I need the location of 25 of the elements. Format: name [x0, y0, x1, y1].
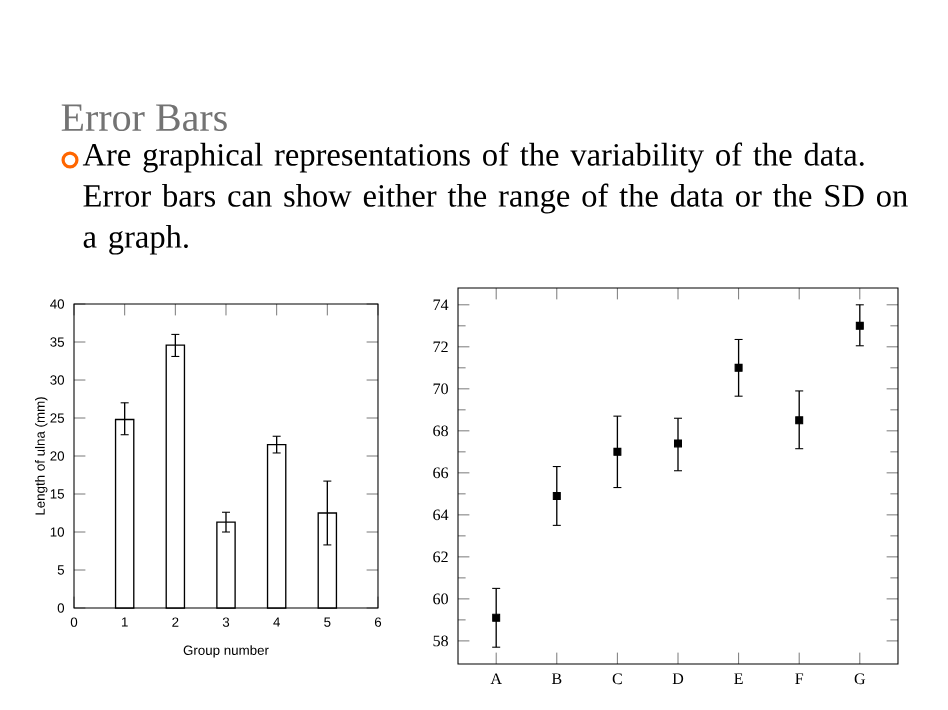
x-tick-label: C	[612, 673, 622, 685]
chart-title: Error Bars	[61, 104, 227, 132]
point	[613, 447, 622, 456]
y-tick-label: 66	[433, 467, 449, 479]
x-tick-label: A	[490, 673, 502, 684]
point	[673, 439, 682, 448]
point	[795, 416, 804, 425]
point	[734, 363, 743, 372]
point	[552, 491, 561, 500]
y-tick-label: 60	[433, 593, 448, 605]
y-tick-label: 68	[433, 425, 448, 437]
y-tick-label: 62	[433, 551, 448, 563]
y-tick-label: 58	[433, 635, 448, 647]
x-tick-label: B	[551, 673, 562, 684]
x-tick-label: F	[795, 673, 804, 684]
x-tick-label: G	[854, 673, 866, 685]
point	[492, 613, 501, 622]
text: Are graphical representations of the variability of the data. Error bars can show either the range of the data or the SD on a graph.	[82, 142, 908, 255]
y-tick-label: 64	[433, 509, 449, 521]
y-tick-label: 70	[433, 383, 448, 395]
x-tick-label: D	[672, 673, 684, 684]
y-tick-label: 74	[433, 299, 449, 311]
x-tick-label: E	[734, 673, 743, 684]
point	[855, 321, 864, 330]
y-tick-label: 72	[433, 341, 448, 353]
